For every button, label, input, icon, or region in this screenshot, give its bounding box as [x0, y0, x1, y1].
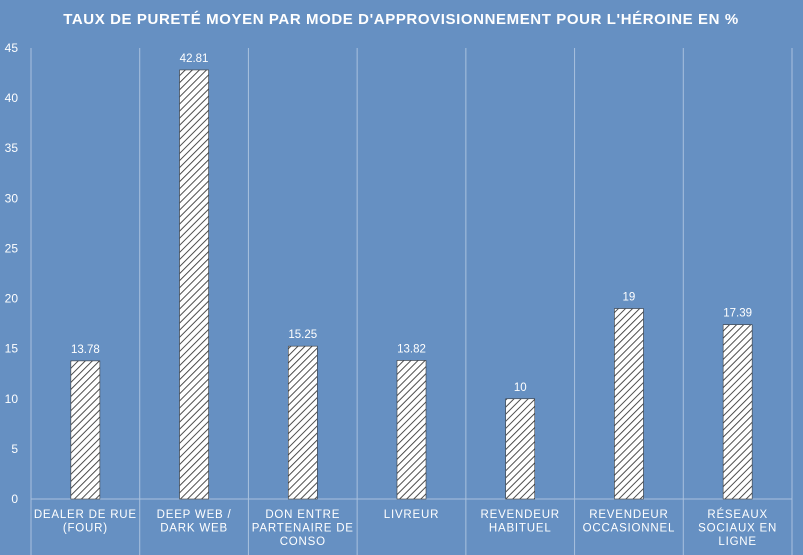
category-label: DEEP WEB / DARK WEB — [157, 509, 232, 535]
category-label: LIVREUR — [384, 509, 439, 521]
bar — [722, 324, 753, 500]
category-label: REVENDEUR OCCASIONNEL — [583, 509, 676, 535]
data-labels: 13.78 42.81 15.25 13.82 10 19 17.39 — [71, 53, 752, 394]
data-label: 17.39 — [723, 308, 752, 320]
data-label: 42.81 — [180, 53, 209, 65]
bars — [70, 69, 753, 500]
y-tick-label: 45 — [5, 41, 19, 55]
y-tick-label: 30 — [5, 191, 19, 205]
y-tick-label: 0 — [11, 492, 18, 506]
bar — [505, 398, 536, 500]
y-tick-label: 35 — [5, 141, 19, 155]
data-label: 19 — [623, 292, 636, 304]
bar — [179, 69, 209, 500]
x-axis: DEALER DE RUE (FOUR) DEEP WEB / DARK WEB DON… — [34, 508, 777, 548]
bar — [396, 360, 427, 500]
y-tick-label: 10 — [5, 392, 19, 406]
y-axis: 0 5 10 15 20 25 30 35 40 45 — [5, 41, 19, 506]
category-label: DEALER DE RUE (FOUR) — [34, 509, 137, 535]
category-label: REVENDEUR HABITUEL — [481, 509, 560, 535]
chart-title: TAUX DE PURETÉ MOYEN PAR MODE D'APPROVIS… — [63, 11, 739, 28]
data-label: 13.78 — [71, 344, 100, 356]
data-label: 10 — [514, 382, 527, 394]
y-tick-label: 25 — [5, 241, 19, 255]
y-tick-label: 20 — [5, 292, 19, 306]
category-label: RÉSEAUX SOCIAUX EN LIGNE — [698, 508, 777, 548]
data-label: 15.25 — [288, 329, 317, 341]
bar — [70, 360, 101, 500]
y-tick-label: 5 — [11, 442, 18, 456]
bar — [287, 345, 318, 500]
data-label: 13.82 — [397, 343, 426, 355]
y-tick-label: 15 — [5, 342, 19, 356]
category-label: DON ENTRE PARTENAIRE DE CONSO — [252, 509, 354, 548]
y-tick-label: 40 — [5, 91, 19, 105]
bar — [614, 308, 644, 500]
